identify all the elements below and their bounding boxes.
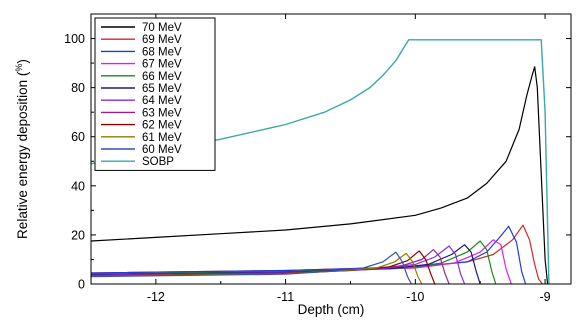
legend-label-5: 65 MeV xyxy=(142,83,182,95)
legend-label-0: 70 MeV xyxy=(142,22,182,34)
legend-label-6: 64 MeV xyxy=(142,95,182,107)
legend-label-9: 61 MeV xyxy=(142,132,182,144)
legend-label-11: SOBP xyxy=(142,156,174,168)
y-axis-title-main: Relative energy deposition ( xyxy=(15,71,30,239)
legend-label-10: 60 MeV xyxy=(142,144,182,156)
series-line-0 xyxy=(91,66,549,284)
y-tick-label: 60 xyxy=(71,130,85,144)
series-line-11 xyxy=(91,39,550,284)
x-tick-label: -11 xyxy=(277,290,294,304)
y-tick-label: 0 xyxy=(78,278,85,292)
legend-label-4: 66 MeV xyxy=(142,71,182,83)
y-tick-label: 20 xyxy=(71,228,85,242)
legend-box xyxy=(94,17,216,171)
y-axis-title: Relative energy deposition (%) xyxy=(14,59,30,239)
x-tick-label: -10 xyxy=(406,290,424,304)
series-line-10 xyxy=(91,251,412,284)
y-tick-label: 100 xyxy=(64,32,85,46)
x-tick-label: -9 xyxy=(539,290,550,304)
ticks-layer: -12 -11 -10 -9 0 20 40 60 80 100 xyxy=(64,14,571,304)
legend-label-2: 68 MeV xyxy=(142,46,182,58)
y-tick-label: 80 xyxy=(71,81,85,95)
legend-label-7: 63 MeV xyxy=(142,107,182,119)
legend-label-8: 62 MeV xyxy=(142,120,182,132)
plot-frame xyxy=(90,13,572,285)
series-layer xyxy=(91,39,550,284)
legend-label-3: 67 MeV xyxy=(142,59,182,71)
x-axis-title: Depth (cm) xyxy=(298,302,365,317)
y-axis-title-close: ) xyxy=(15,59,30,64)
legend-label-1: 69 MeV xyxy=(142,34,182,46)
x-tick-label: -12 xyxy=(147,290,165,304)
y-axis-title-unit: % xyxy=(14,64,24,72)
y-tick-label: 40 xyxy=(71,179,85,193)
